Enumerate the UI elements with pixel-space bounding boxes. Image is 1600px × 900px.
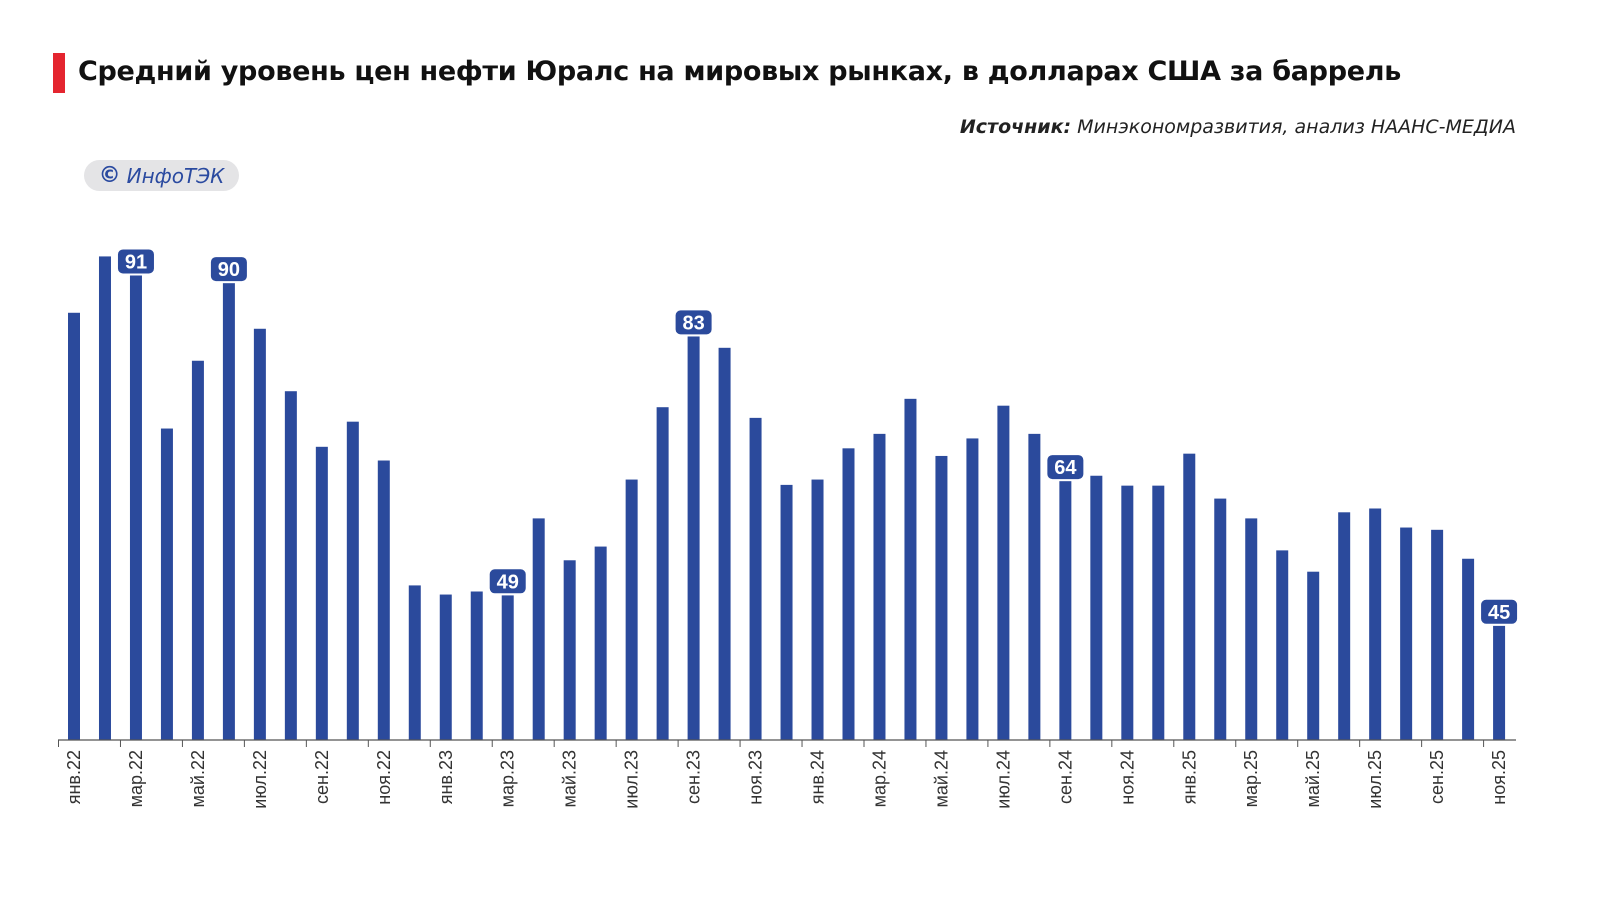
x-tick-label: янв.24 (808, 750, 828, 804)
bar-авг.24 (1028, 433, 1041, 740)
bar-июл.25 (1369, 508, 1382, 740)
bar-мар.24 (873, 433, 886, 740)
bar-июн.25 (1338, 512, 1351, 740)
bar-мар.25 (1245, 518, 1258, 740)
bar-июн.24 (966, 438, 979, 740)
data-label-box (1045, 453, 1086, 482)
x-tick-label: сен.23 (684, 750, 704, 804)
x-tick-label: ноя.22 (374, 750, 394, 805)
bar-фев.22 (98, 256, 111, 740)
bar-авг.23 (656, 407, 669, 740)
bar-янв.22 (68, 312, 80, 740)
bar-сен.25 (1431, 529, 1444, 740)
data-label-box (1479, 597, 1520, 626)
data-label-box (115, 247, 156, 276)
x-tick-label: мар.22 (126, 750, 146, 807)
data-label-box (208, 255, 249, 284)
x-tick-label: сен.24 (1055, 750, 1075, 804)
bar-апр.22 (160, 428, 173, 740)
x-tick-label: ноя.25 (1489, 750, 1509, 805)
bar-дек.22 (408, 585, 421, 740)
bar-апр.23 (532, 518, 545, 740)
x-tick-label: сен.22 (312, 750, 332, 804)
x-tick-label: янв.25 (1179, 750, 1199, 804)
data-label: 90 (218, 259, 240, 281)
bar-май.25 (1307, 571, 1320, 740)
bar-янв.23 (439, 594, 452, 740)
data-label-box (487, 567, 528, 596)
bar-янв.25 (1183, 453, 1196, 740)
bar-мар.23 (501, 595, 514, 740)
x-tick-label: мар.24 (869, 750, 889, 807)
bar-июн.23 (594, 546, 607, 740)
x-tick-label: май.23 (560, 750, 580, 807)
bar-сен.22 (315, 446, 328, 740)
bar-апр.25 (1276, 550, 1289, 740)
bar-май.23 (563, 560, 576, 740)
bar-мар.22 (129, 275, 142, 740)
source-text: Минэкономразвития, анализ НААНС-МЕДИА (1071, 116, 1516, 138)
bar-окт.25 (1462, 558, 1475, 740)
bar-сен.24 (1059, 481, 1072, 740)
bar-май.22 (191, 360, 204, 740)
x-tick-label: май.22 (188, 750, 208, 807)
x-tick-label: июл.25 (1365, 750, 1385, 809)
bar-ноя.22 (377, 460, 390, 740)
x-tick-label: сен.25 (1427, 750, 1447, 804)
logo-text: ИнфоТЭК (126, 163, 225, 188)
x-tick-label: июл.24 (993, 750, 1013, 809)
bar-ноя.24 (1121, 485, 1134, 740)
bar-дек.24 (1152, 485, 1165, 740)
x-tick-label: май.24 (931, 750, 951, 807)
bar-июн.22 (222, 283, 235, 740)
data-label-box (673, 308, 714, 337)
bar-окт.24 (1090, 475, 1103, 740)
data-label: 83 (682, 312, 704, 334)
x-tick-label: мар.25 (1241, 750, 1261, 807)
bar-ноя.23 (749, 417, 762, 740)
x-tick-label: янв.22 (64, 750, 84, 804)
data-label: 45 (1488, 602, 1510, 624)
bar-авг.25 (1400, 527, 1413, 740)
x-tick-label: июл.23 (622, 750, 642, 809)
chart-title: Средний уровень цен нефти Юралс на миров… (78, 56, 1401, 87)
data-label: 91 (125, 251, 147, 273)
copyright-icon: © (98, 163, 121, 188)
source-label: Источник: (959, 116, 1072, 138)
bar-ноя.25 (1493, 625, 1506, 740)
bar-июл.23 (625, 479, 638, 740)
bar-июл.22 (253, 328, 266, 740)
bar-сен.23 (687, 336, 700, 740)
data-label: 64 (1054, 457, 1077, 479)
source-note: Источник: Минэкономразвития, анализ НААН… (960, 116, 1516, 138)
x-tick-label: ноя.24 (1117, 750, 1137, 805)
x-tick-label: июл.22 (250, 750, 270, 809)
bar-окт.23 (718, 347, 731, 740)
bar-июл.24 (997, 405, 1010, 740)
x-tick-label: янв.23 (436, 750, 456, 804)
bar-окт.22 (346, 421, 359, 740)
bar-фев.25 (1214, 498, 1227, 740)
bar-апр.24 (904, 398, 917, 740)
x-tick-label: май.25 (1303, 750, 1323, 807)
bar-авг.22 (284, 391, 297, 740)
bar-май.24 (935, 455, 948, 740)
bar-дек.23 (780, 484, 793, 740)
infotek-logo: © ИнфоТЭК (84, 160, 239, 191)
bar-янв.24 (811, 479, 824, 740)
bar-фев.23 (470, 591, 483, 740)
data-label: 49 (497, 571, 519, 593)
x-tick-label: ноя.23 (746, 750, 766, 805)
x-tick-label: мар.23 (498, 750, 518, 807)
title-accent-bar (53, 53, 65, 93)
bar-фев.24 (842, 448, 855, 740)
